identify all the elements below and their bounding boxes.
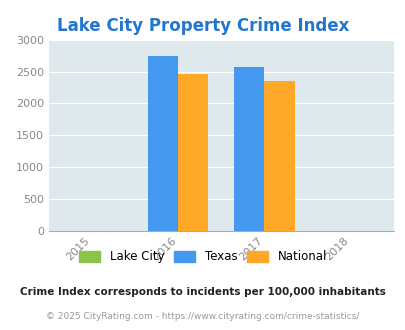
Text: Lake City Property Crime Index: Lake City Property Crime Index <box>57 17 348 35</box>
Bar <box>234 67 264 231</box>
Text: © 2025 CityRating.com - https://www.cityrating.com/crime-statistics/: © 2025 CityRating.com - https://www.city… <box>46 312 359 321</box>
Text: Crime Index corresponds to incidents per 100,000 inhabitants: Crime Index corresponds to incidents per… <box>20 287 385 297</box>
Legend: Lake City, Texas, National: Lake City, Texas, National <box>75 247 330 267</box>
Bar <box>264 81 294 231</box>
Bar <box>147 56 178 231</box>
Bar <box>178 74 208 231</box>
